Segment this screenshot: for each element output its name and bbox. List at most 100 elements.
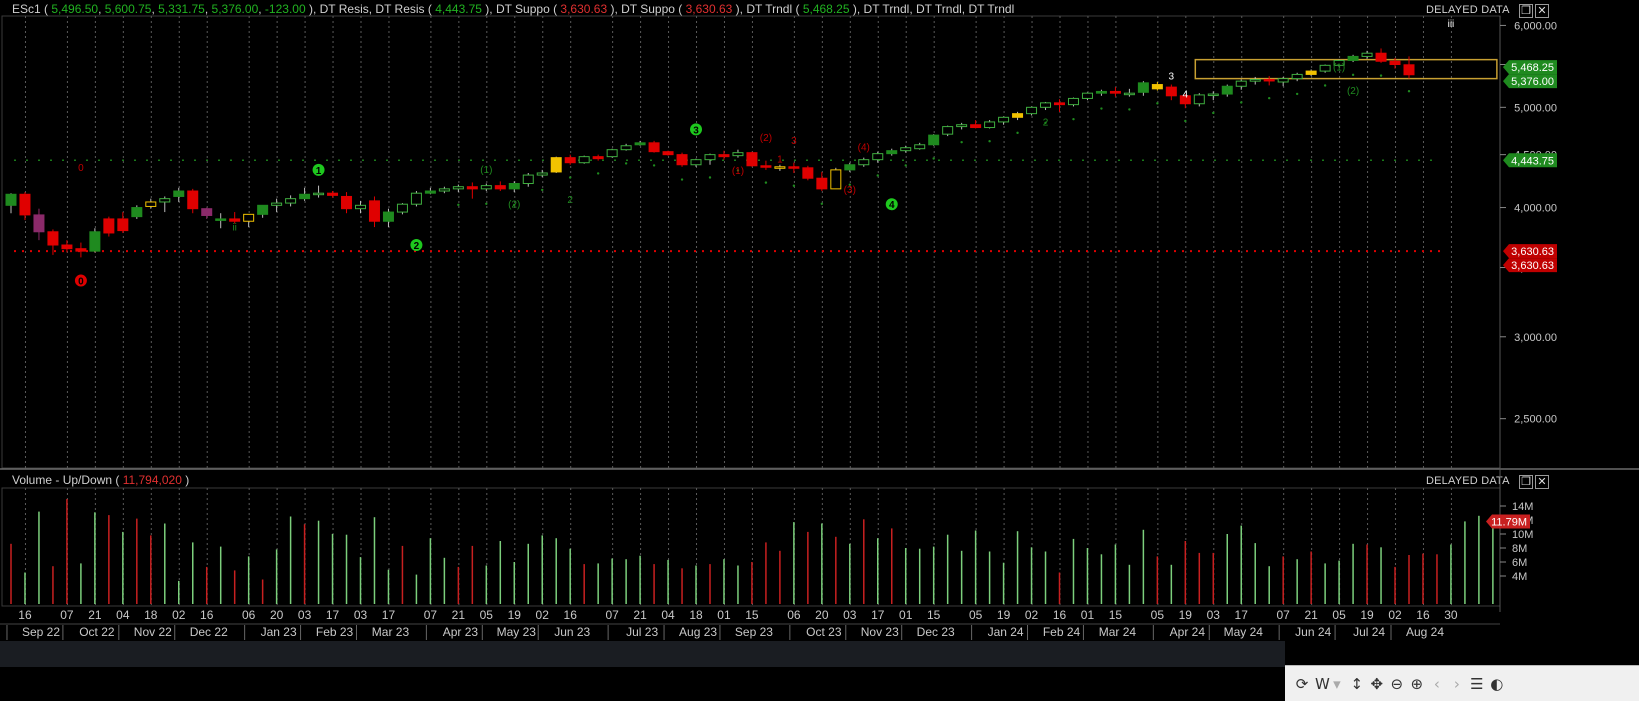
candle bbox=[1305, 70, 1317, 75]
x-tick-label: 17 bbox=[326, 608, 340, 622]
candle bbox=[536, 172, 548, 176]
candle bbox=[243, 213, 255, 222]
vertical-scale-icon[interactable]: ↕ bbox=[1350, 674, 1364, 693]
period-selector[interactable]: W ▾ bbox=[1315, 675, 1344, 693]
candle bbox=[634, 142, 646, 146]
value-tag bbox=[1503, 258, 1557, 273]
y-tick-label: 8M bbox=[1512, 543, 1527, 555]
candle bbox=[578, 156, 590, 164]
volume-value: 11,794,020 bbox=[122, 473, 182, 487]
x-tick-label: 04 bbox=[116, 608, 130, 622]
study-label[interactable]: DT Trndl bbox=[916, 2, 962, 16]
previous-icon[interactable]: ‹ bbox=[1433, 674, 1440, 693]
month-label: Nov 22 bbox=[134, 625, 172, 639]
x-tick-label: 19 bbox=[1179, 608, 1193, 622]
candle bbox=[19, 193, 31, 216]
candle bbox=[1165, 86, 1177, 97]
menu-icon[interactable]: ☰ bbox=[1470, 674, 1484, 693]
zoom-out-icon[interactable]: ⊖ bbox=[1390, 674, 1404, 693]
y-tick-label: 2,500.00 bbox=[1514, 414, 1557, 426]
trendline-dot bbox=[485, 202, 488, 205]
x-tick-label: 05 bbox=[969, 608, 983, 622]
trendline-dot bbox=[736, 169, 740, 172]
trendline-dot bbox=[1128, 108, 1131, 111]
candle bbox=[480, 185, 492, 190]
zoom-in-icon[interactable]: ⊕ bbox=[1410, 674, 1424, 693]
candle bbox=[327, 192, 339, 196]
chart-canvas[interactable]: 2,500.003,000.003,500.004,000.004,500.00… bbox=[0, 0, 1639, 665]
month-label: Jun 23 bbox=[554, 625, 590, 639]
candle bbox=[5, 193, 17, 206]
candle bbox=[173, 190, 185, 197]
candle bbox=[1179, 95, 1191, 105]
trendline-dot bbox=[820, 202, 824, 205]
candle bbox=[382, 211, 394, 222]
close-window-button[interactable]: ✕ bbox=[1535, 475, 1549, 489]
candle bbox=[760, 165, 772, 168]
candle bbox=[1277, 78, 1289, 83]
x-tick-label: 04 bbox=[661, 608, 675, 622]
volume-panel-frame bbox=[1, 487, 1501, 607]
study-value: 5,468.25 bbox=[802, 2, 850, 16]
x-tick-label: 17 bbox=[871, 608, 885, 622]
x-tick-label: 02 bbox=[536, 608, 550, 622]
candle bbox=[984, 121, 996, 129]
study-label[interactable]: DT Suppo bbox=[495, 2, 550, 16]
candle bbox=[1347, 55, 1359, 61]
y-tick-label: 6,000.00 bbox=[1514, 20, 1557, 32]
study-value: 3,630.63 bbox=[560, 2, 608, 16]
study-label[interactable]: DT Resis bbox=[319, 2, 369, 16]
volume-title[interactable]: Volume - Up/Down bbox=[12, 473, 113, 487]
candle bbox=[928, 134, 940, 146]
x-tick-label: 01 bbox=[717, 608, 731, 622]
candle bbox=[1095, 90, 1107, 94]
x-tick-label: 21 bbox=[452, 608, 466, 622]
symbol-label[interactable]: ESc1 bbox=[12, 2, 41, 16]
wave-label: 2 bbox=[414, 241, 420, 252]
study-label[interactable]: DT Resis bbox=[375, 2, 425, 16]
candle bbox=[1361, 52, 1373, 57]
close-window-button[interactable]: ✕ bbox=[1535, 4, 1549, 18]
candle bbox=[970, 124, 982, 129]
x-tick-label: 15 bbox=[1109, 608, 1123, 622]
study-label[interactable]: DT Trndl bbox=[863, 2, 910, 16]
candle bbox=[886, 150, 898, 155]
candle bbox=[1123, 92, 1135, 96]
x-tick-label: 21 bbox=[1304, 608, 1318, 622]
delayed-data-label: DELAYED DATA bbox=[1426, 4, 1510, 16]
month-label: May 24 bbox=[1224, 625, 1264, 639]
high-value: 5,600.75 bbox=[104, 2, 152, 16]
month-label: Jan 23 bbox=[261, 625, 297, 639]
wave-label: (4) bbox=[858, 143, 870, 154]
restore-window-button[interactable]: ❐ bbox=[1519, 475, 1533, 489]
trendline-dot bbox=[541, 188, 544, 192]
candle bbox=[620, 145, 632, 151]
wave-marker bbox=[312, 163, 325, 176]
candle bbox=[159, 198, 171, 203]
palette-icon[interactable]: ◐ bbox=[1490, 674, 1504, 693]
wave-label: 4 bbox=[1183, 90, 1189, 101]
navigator-bar[interactable] bbox=[0, 641, 1285, 667]
move-icon[interactable]: ✥ bbox=[1370, 674, 1384, 693]
next-icon[interactable]: › bbox=[1453, 674, 1460, 693]
x-tick-label: 07 bbox=[60, 608, 74, 622]
candle bbox=[271, 202, 283, 206]
refresh-icon[interactable]: ⟳ bbox=[1295, 674, 1309, 693]
month-label: Aug 24 bbox=[1406, 625, 1444, 639]
candle bbox=[187, 190, 199, 210]
trendline-dot bbox=[1016, 131, 1019, 135]
month-label: Jan 24 bbox=[988, 625, 1024, 639]
trendline-dot bbox=[876, 174, 879, 177]
candle bbox=[522, 174, 534, 185]
candle bbox=[676, 154, 688, 166]
candle bbox=[103, 218, 115, 234]
candle bbox=[1263, 78, 1275, 82]
restore-window-button[interactable]: ❐ bbox=[1519, 4, 1533, 18]
study-label[interactable]: DT Trndl bbox=[968, 2, 1015, 16]
wave-label: 1 bbox=[316, 166, 322, 177]
study-label[interactable]: DT Trndl bbox=[746, 2, 793, 16]
study-label[interactable]: DT Suppo bbox=[621, 2, 675, 16]
candle bbox=[313, 192, 325, 196]
wave-label: 0 bbox=[78, 277, 84, 288]
